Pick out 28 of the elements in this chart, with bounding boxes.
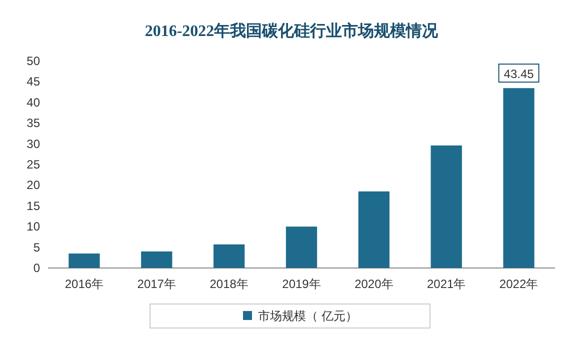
x-tick-label: 2017年	[137, 277, 176, 291]
bar	[503, 88, 534, 268]
data-label: 43.45	[504, 67, 534, 82]
x-tick-label: 2021年	[427, 277, 466, 291]
bar	[430, 145, 462, 268]
bar	[68, 254, 100, 268]
x-tick-label: 2016年	[64, 277, 104, 291]
x-tick-label: 2020年	[354, 277, 394, 291]
y-tick-label: 15	[26, 198, 40, 213]
bar	[286, 226, 318, 268]
y-tick-label: 0	[33, 261, 40, 275]
y-tick-label: 25	[26, 158, 40, 172]
y-tick-label: 10	[26, 220, 40, 234]
x-tick-label: 2018年	[210, 277, 248, 291]
y-tick-label: 40	[26, 95, 40, 110]
bar	[141, 251, 172, 268]
y-tick-label: 45	[26, 74, 40, 89]
bar	[214, 244, 245, 268]
chart-title: 2016-2022年我国碳化硅行业市场规模情况	[144, 22, 440, 40]
y-tick-label: 35	[26, 116, 40, 130]
x-tick-label: 2022年	[499, 277, 538, 291]
x-tick-label: 2019年	[282, 277, 321, 291]
bar	[358, 191, 390, 268]
y-tick-label: 5	[33, 240, 40, 254]
legend-label: 市场规模（ 亿元）	[258, 309, 358, 323]
y-tick-label: 20	[26, 178, 40, 192]
y-tick-label: 50	[26, 54, 40, 68]
y-tick-label: 30	[26, 136, 40, 151]
